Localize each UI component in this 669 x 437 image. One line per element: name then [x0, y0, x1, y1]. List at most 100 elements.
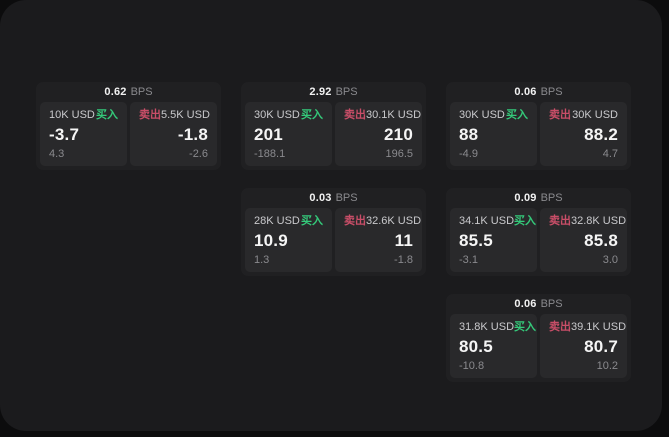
sell-amount-label: 30K USD — [572, 109, 618, 121]
side-panels: 30K USD 买入 88 -4.9 卖出 30K USD 88.2 4.7 — [450, 102, 627, 166]
buy-amount-label: 34.1K USD — [459, 215, 515, 227]
sell-top-row: 卖出 32.6K USD — [344, 215, 421, 227]
bps-value: 2.92 — [309, 86, 332, 98]
buy-delta: 1.3 — [254, 254, 270, 266]
buy-delta: -4.9 — [459, 148, 478, 160]
side-panels: 10K USD 买入 -3.7 4.3 卖出 5.5K USD -1.8 -2.… — [40, 102, 217, 166]
buy-panel[interactable]: 28K USD 买入 10.9 1.3 — [245, 208, 332, 272]
buy-panel[interactable]: 34.1K USD 买入 85.5 -3.1 — [450, 208, 537, 272]
bps-value: 0.62 — [104, 86, 127, 98]
buy-price: 201 — [254, 124, 283, 144]
buy-side-label: 买入 — [514, 321, 537, 333]
sell-price: 11 — [394, 230, 413, 250]
buy-panel[interactable]: 10K USD 买入 -3.7 4.3 — [40, 102, 127, 166]
bps-unit: BPS — [540, 86, 563, 98]
buy-side-label: 买入 — [96, 109, 118, 121]
bps-unit: BPS — [540, 192, 563, 204]
buy-top-row: 28K USD 买入 — [254, 215, 323, 227]
buy-panel[interactable]: 31.8K USD 买入 80.5 -10.8 — [450, 314, 537, 378]
buy-panel[interactable]: 30K USD 买入 201 -188.1 — [245, 102, 332, 166]
buy-side-label: 买入 — [514, 215, 537, 227]
bps-header: 0.09 BPS — [450, 188, 627, 208]
quote-card: 0.06 BPS 30K USD 买入 88 -4.9 卖出 30K USD 8… — [446, 82, 631, 170]
sell-top-row: 卖出 39.1K USD — [549, 321, 626, 333]
buy-side-label: 买入 — [301, 109, 323, 121]
buy-price: 80.5 — [459, 336, 493, 356]
sell-amount-label: 39.1K USD — [571, 321, 627, 333]
quotes-grid: 0.62 BPS 10K USD 买入 -3.7 4.3 卖出 5.5K USD… — [36, 82, 631, 382]
bps-value: 0.09 — [514, 192, 537, 204]
buy-top-row: 34.1K USD 买入 — [459, 215, 536, 227]
sell-delta: 10.2 — [596, 360, 618, 372]
quote-card: 0.06 BPS 31.8K USD 买入 80.5 -10.8 卖出 39.1… — [446, 294, 631, 382]
quote-card: 2.92 BPS 30K USD 买入 201 -188.1 卖出 30.1K … — [241, 82, 426, 170]
bps-unit: BPS — [335, 86, 358, 98]
buy-side-label: 买入 — [506, 109, 528, 121]
bps-header: 0.06 BPS — [450, 82, 627, 102]
buy-delta: -10.8 — [459, 360, 485, 372]
side-panels: 28K USD 买入 10.9 1.3 卖出 32.6K USD 11 -1.8 — [245, 208, 422, 272]
side-panels: 30K USD 买入 201 -188.1 卖出 30.1K USD 210 1… — [245, 102, 422, 166]
sell-top-row: 卖出 32.8K USD — [549, 215, 626, 227]
sell-amount-label: 32.8K USD — [571, 215, 627, 227]
bps-unit: BPS — [335, 192, 358, 204]
buy-panel[interactable]: 30K USD 买入 88 -4.9 — [450, 102, 537, 166]
bps-header: 0.62 BPS — [40, 82, 217, 102]
sell-top-row: 卖出 5.5K USD — [139, 109, 210, 121]
sell-side-label: 卖出 — [549, 109, 571, 121]
sell-amount-label: 5.5K USD — [161, 109, 210, 121]
bps-value: 0.06 — [514, 298, 537, 310]
sell-side-label: 卖出 — [344, 215, 366, 227]
sell-panel[interactable]: 卖出 32.6K USD 11 -1.8 — [335, 208, 422, 272]
side-panels: 31.8K USD 买入 80.5 -10.8 卖出 39.1K USD 80.… — [450, 314, 627, 378]
sell-price: 85.8 — [584, 230, 618, 250]
sell-delta: -1.8 — [394, 254, 413, 266]
bps-unit: BPS — [130, 86, 153, 98]
sell-side-label: 卖出 — [549, 215, 571, 227]
sell-delta: 4.7 — [602, 148, 618, 160]
buy-price: -3.7 — [49, 124, 80, 144]
buy-price: 88 — [459, 124, 479, 144]
sell-top-row: 卖出 30.1K USD — [344, 109, 421, 121]
buy-amount-label: 30K USD — [459, 109, 505, 121]
sell-price: -1.8 — [177, 124, 208, 144]
sell-panel[interactable]: 卖出 5.5K USD -1.8 -2.6 — [130, 102, 217, 166]
sell-delta: 196.5 — [385, 148, 413, 160]
sell-price: 80.7 — [584, 336, 618, 356]
quote-card: 0.09 BPS 34.1K USD 买入 85.5 -3.1 卖出 32.8K… — [446, 188, 631, 276]
sell-delta: -2.6 — [189, 148, 208, 160]
sell-panel[interactable]: 卖出 39.1K USD 80.7 10.2 — [540, 314, 627, 378]
sell-panel[interactable]: 卖出 30K USD 88.2 4.7 — [540, 102, 627, 166]
buy-top-row: 30K USD 买入 — [254, 109, 323, 121]
buy-delta: -3.1 — [459, 254, 478, 266]
bps-unit: BPS — [540, 298, 563, 310]
quote-card: 0.03 BPS 28K USD 买入 10.9 1.3 卖出 32.6K US… — [241, 188, 426, 276]
buy-amount-label: 10K USD — [49, 109, 95, 121]
buy-delta: -188.1 — [254, 148, 286, 160]
buy-top-row: 30K USD 买入 — [459, 109, 528, 121]
buy-delta: 4.3 — [49, 148, 65, 160]
quote-card: 0.62 BPS 10K USD 买入 -3.7 4.3 卖出 5.5K USD… — [36, 82, 221, 170]
buy-amount-label: 28K USD — [254, 215, 300, 227]
bps-value: 0.03 — [309, 192, 332, 204]
buy-price: 85.5 — [459, 230, 493, 250]
sell-panel[interactable]: 卖出 30.1K USD 210 196.5 — [335, 102, 422, 166]
sell-amount-label: 32.6K USD — [366, 215, 422, 227]
app-panel: 0.62 BPS 10K USD 买入 -3.7 4.3 卖出 5.5K USD… — [0, 0, 662, 431]
sell-delta: 3.0 — [602, 254, 618, 266]
sell-top-row: 卖出 30K USD — [549, 109, 618, 121]
bps-header: 2.92 BPS — [245, 82, 422, 102]
bps-header: 0.06 BPS — [450, 294, 627, 314]
buy-price: 10.9 — [254, 230, 288, 250]
buy-amount-label: 31.8K USD — [459, 321, 515, 333]
sell-side-label: 卖出 — [549, 321, 571, 333]
buy-top-row: 10K USD 买入 — [49, 109, 118, 121]
sell-price: 88.2 — [584, 124, 618, 144]
bps-value: 0.06 — [514, 86, 537, 98]
buy-top-row: 31.8K USD 买入 — [459, 321, 536, 333]
sell-panel[interactable]: 卖出 32.8K USD 85.8 3.0 — [540, 208, 627, 272]
buy-side-label: 买入 — [301, 215, 323, 227]
sell-side-label: 卖出 — [344, 109, 366, 121]
sell-price: 210 — [384, 124, 413, 144]
